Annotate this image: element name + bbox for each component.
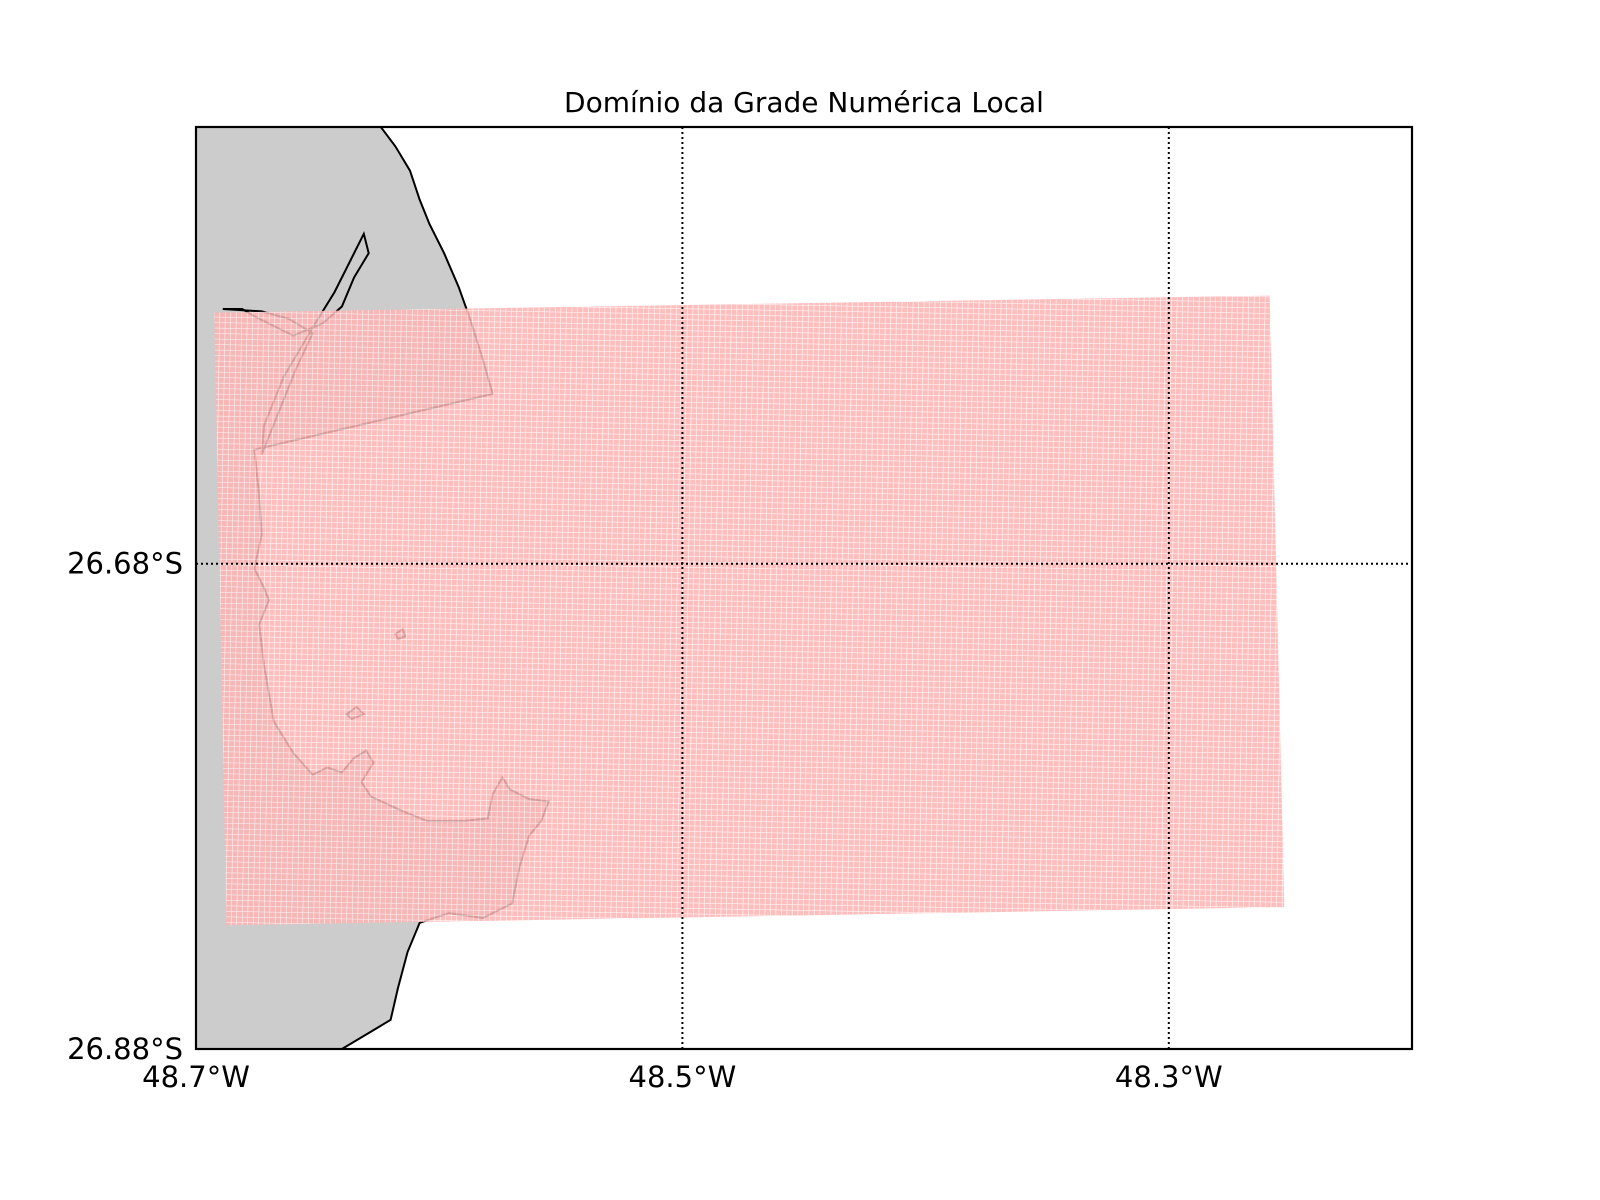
x-tick-label: 48.7°W	[142, 1060, 250, 1094]
map-axes	[196, 127, 1412, 1049]
axes-frame	[194, 125, 1414, 1051]
numerical-grid-domain	[214, 295, 1285, 926]
y-tick-label: 26.68°S	[67, 547, 183, 581]
x-tick-label: 48.5°W	[629, 1060, 737, 1094]
map-title: Domínio da Grade Numérica Local	[564, 86, 1044, 119]
x-tick-label: 48.3°W	[1115, 1060, 1223, 1094]
x-tick-labels: 48.7°W 48.5°W 48.3°W	[142, 1060, 1223, 1094]
graticule	[196, 127, 1412, 1049]
y-tick-label: 26.88°S	[67, 1032, 183, 1066]
y-tick-labels: 26.68°S 26.88°S	[67, 547, 183, 1066]
